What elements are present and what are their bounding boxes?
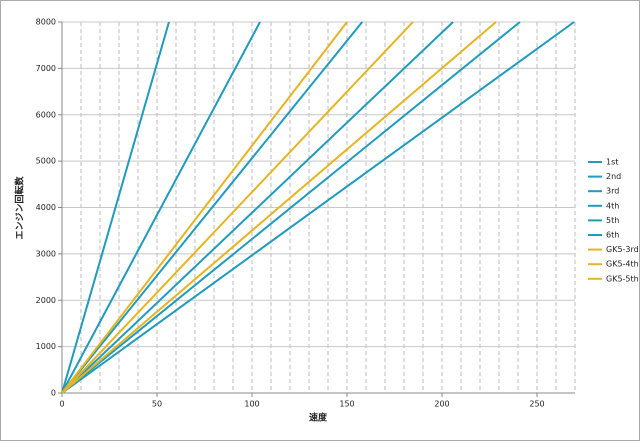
legend-label: 5th — [606, 216, 619, 225]
series-line — [61, 21, 521, 394]
y-tick-label: 6000 — [36, 110, 56, 119]
y-tick-label: 0 — [51, 389, 56, 398]
series-line — [61, 21, 454, 394]
series-line — [61, 21, 348, 394]
y-tick-label: 1000 — [36, 342, 56, 351]
y-tick-label: 7000 — [36, 64, 56, 73]
series-line — [61, 21, 575, 394]
legend-label: GK5-5th — [606, 274, 639, 283]
legend-label: GK5-3rd — [606, 245, 639, 254]
y-tick-label: 2000 — [36, 296, 56, 305]
legend-label: 1st — [606, 158, 618, 167]
legend-label: 3rd — [606, 187, 619, 196]
x-tick-label: 250 — [529, 400, 544, 409]
legend-label: 6th — [606, 231, 619, 240]
y-tick-label: 5000 — [36, 157, 56, 166]
x-tick-label: 50 — [152, 400, 162, 409]
x-axis-title: 速度 — [309, 412, 328, 424]
y-axis-title: エンジン回転数 — [14, 176, 26, 240]
legend-label: 2nd — [606, 172, 621, 181]
series-line — [61, 21, 497, 394]
y-tick-label: 3000 — [36, 249, 56, 258]
x-tick-label: 150 — [339, 400, 354, 409]
series-line — [61, 21, 261, 394]
series-line — [61, 21, 363, 394]
legend-label: GK5-4th — [606, 260, 639, 269]
series-line — [61, 21, 414, 394]
x-tick-label: 100 — [244, 400, 259, 409]
y-tick-label: 8000 — [36, 18, 56, 27]
x-tick-label: 0 — [59, 400, 64, 409]
x-tick-label: 200 — [434, 400, 449, 409]
series-line — [61, 21, 170, 394]
legend-label: 4th — [606, 201, 619, 210]
y-tick-label: 4000 — [36, 203, 56, 212]
